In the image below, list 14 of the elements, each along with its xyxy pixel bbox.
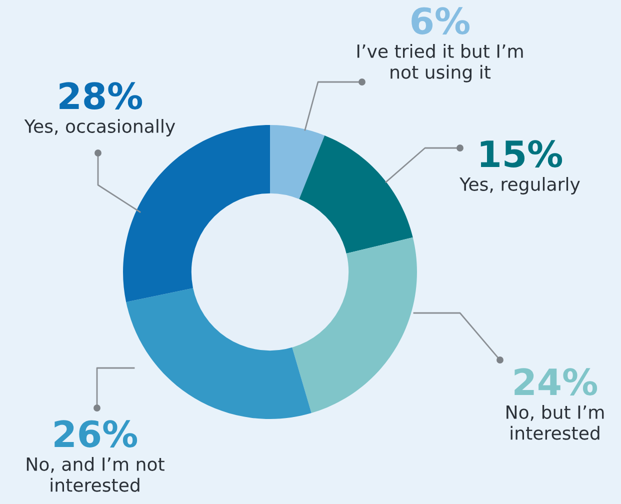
donut-slice — [126, 288, 312, 419]
slice-label: No, and I’m not interested — [26, 457, 164, 492]
slice-label: Yes, occasionally — [24, 119, 176, 136]
data-label: 26% — [54, 420, 138, 448]
data-label: 24% — [514, 368, 598, 396]
donut-slice — [298, 136, 413, 254]
slice-label: I’ve tried it but I’m not using it — [357, 44, 523, 82]
slice-label: Yes, regularly — [460, 177, 580, 194]
slice-label: No, but I’m interested — [506, 405, 604, 440]
donut-slice — [270, 125, 325, 200]
data-label: 28% — [60, 82, 142, 110]
data-label: 6% — [412, 7, 470, 34]
donut-slice — [292, 237, 417, 414]
data-label: 15% — [480, 140, 562, 168]
